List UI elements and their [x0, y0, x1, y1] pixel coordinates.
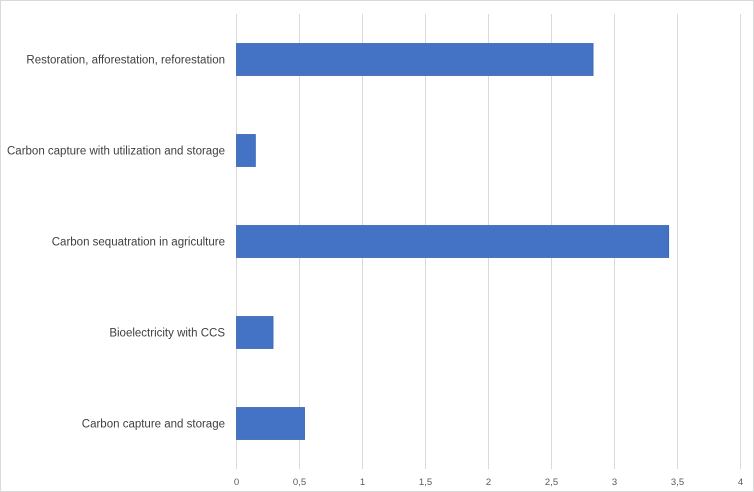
category-label: Carbon capture and storage	[82, 419, 225, 431]
x-tick-label: 0	[234, 477, 239, 488]
x-tick-label: 4	[738, 477, 743, 488]
category-label: Restoration, afforestation, reforestatio…	[26, 55, 225, 67]
bar	[236, 407, 305, 440]
x-tick-label: 2	[486, 477, 491, 488]
bar	[236, 316, 274, 349]
bar	[236, 225, 670, 258]
x-tick-label: 3,5	[671, 477, 684, 488]
x-tick-label: 2,5	[545, 477, 558, 488]
x-tick-label: 1	[360, 477, 365, 488]
x-tick-label: 0,5	[293, 477, 306, 488]
category-label: Carbon capture with utilization and stor…	[7, 146, 225, 158]
category-label: Carbon sequatration in agriculture	[52, 237, 225, 249]
x-tick-label: 1,5	[419, 477, 432, 488]
bar	[236, 134, 256, 167]
x-tick-label: 3	[612, 477, 617, 488]
category-label: Bioelectricity with CCS	[109, 328, 225, 340]
bar	[236, 43, 594, 76]
